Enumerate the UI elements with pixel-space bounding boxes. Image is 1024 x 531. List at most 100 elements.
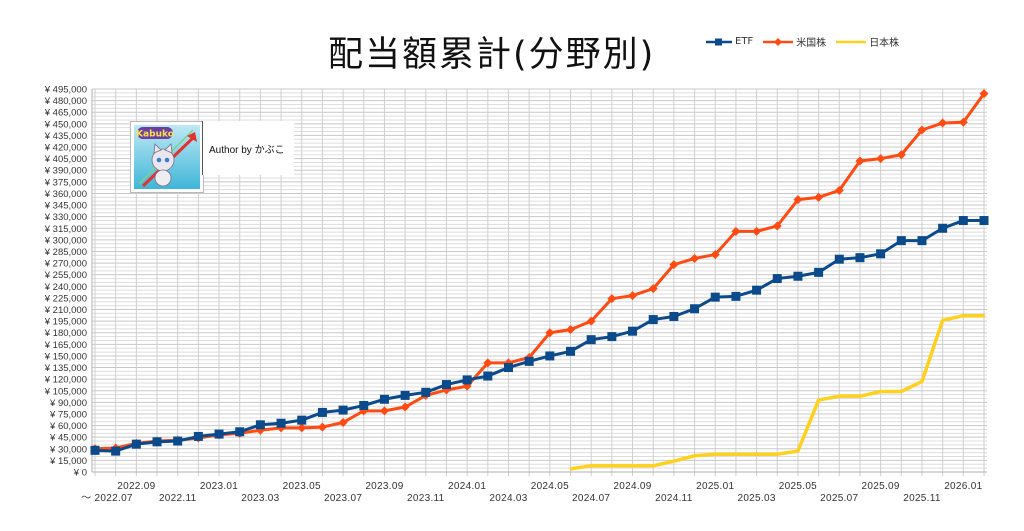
data-point-jp [776, 453, 779, 456]
data-point-us [979, 89, 989, 99]
data-point-jp [714, 453, 717, 456]
x-tick-label: 2023.09 [365, 481, 403, 492]
data-point-etf [896, 236, 906, 246]
data-point-etf [855, 253, 865, 263]
x-tick-label: 2024.01 [448, 481, 486, 492]
data-point-etf [235, 427, 245, 437]
data-point-etf [400, 390, 410, 400]
y-tick-label: ¥ 285,000 [44, 247, 87, 258]
y-tick-label: ¥ 240,000 [44, 282, 87, 293]
kabuko-cat-logo-icon: Kabuko [134, 125, 200, 189]
x-tick-label: 2024.11 [655, 493, 693, 504]
x-tick-label: 2022.09 [117, 481, 155, 492]
data-point-etf [545, 351, 555, 361]
y-tick-label: ¥ 15,000 [49, 456, 87, 467]
data-point-jp [941, 319, 944, 322]
data-point-etf [834, 254, 844, 264]
y-tick-label: ¥ 435,000 [44, 131, 87, 142]
y-tick-label: ¥ 255,000 [44, 270, 87, 281]
y-tick-label: ¥ 90,000 [49, 398, 87, 409]
legend: ETF 米国株 日本株 [706, 34, 909, 49]
data-point-us [566, 325, 576, 335]
data-point-jp [982, 314, 986, 317]
data-point-etf [772, 274, 782, 284]
x-tick-label: 2025.03 [737, 493, 775, 504]
data-point-us [772, 221, 782, 231]
data-point-etf [317, 407, 327, 417]
author-label: Author by かぶこ [202, 121, 294, 175]
data-point-etf [690, 304, 700, 314]
x-tick-label: 2024.03 [489, 493, 527, 504]
y-axis-tick-labels: ¥ 0¥ 15,000¥ 30,000¥ 45,000¥ 60,000¥ 75,… [44, 85, 87, 479]
data-point-etf [193, 431, 203, 441]
y-tick-label: ¥ 120,000 [44, 375, 87, 386]
data-point-us [814, 192, 824, 202]
x-tick-label: 2023.11 [407, 493, 445, 504]
data-point-us [938, 118, 948, 128]
data-point-us [793, 195, 803, 205]
data-point-etf [566, 346, 576, 356]
data-point-etf [441, 380, 451, 390]
chart-title: 配当額累計(分野別) [328, 35, 656, 75]
y-tick-label: ¥ 105,000 [44, 386, 87, 397]
y-tick-label: ¥ 150,000 [44, 351, 87, 362]
data-point-etf [979, 216, 989, 226]
legend-label-us: 米国株 [796, 38, 827, 49]
legend-jp-line-icon [836, 40, 867, 43]
data-point-jp [962, 314, 965, 317]
logo-text: Kabuko [136, 130, 174, 140]
x-tick-label: 2024.07 [572, 493, 610, 504]
data-point-us [545, 328, 555, 338]
data-point-jp [589, 464, 593, 468]
data-point-jp [734, 453, 738, 456]
x-tick-label: 2025.09 [862, 481, 900, 492]
y-tick-label: ¥ 195,000 [44, 317, 87, 328]
x-tick-label: 2022.11 [159, 493, 197, 504]
series-layer [90, 89, 989, 471]
data-point-jp [879, 390, 882, 393]
data-point-etf [338, 405, 348, 415]
y-tick-label: ¥ 30,000 [49, 444, 87, 455]
data-point-jp [631, 464, 634, 468]
data-point-etf [379, 394, 389, 404]
data-point-jp [817, 398, 820, 402]
y-tick-label: ¥ 420,000 [44, 143, 87, 154]
data-point-jp [610, 464, 614, 468]
y-tick-label: ¥ 180,000 [44, 328, 87, 339]
x-tick-label: 2023.01 [200, 481, 238, 492]
data-point-etf [297, 415, 307, 425]
data-point-etf [173, 436, 183, 446]
y-tick-label: ¥ 270,000 [44, 259, 87, 270]
y-tick-label: ¥ 480,000 [44, 96, 87, 107]
data-point-etf [152, 437, 162, 447]
data-point-etf [648, 315, 658, 325]
data-point-etf [938, 223, 948, 233]
data-point-us [607, 294, 617, 304]
data-point-jp [672, 459, 676, 463]
x-tick-label: 2025.05 [779, 481, 817, 492]
data-point-us [669, 260, 679, 270]
legend-label-etf: ETF [735, 36, 754, 47]
y-tick-label: ¥ 330,000 [44, 212, 87, 223]
data-point-jp [858, 394, 862, 398]
x-tick-label: 2023.07 [324, 493, 362, 504]
data-point-us [379, 406, 389, 416]
y-tick-label: ¥ 300,000 [44, 235, 87, 246]
data-point-us [752, 226, 762, 236]
legend-label-jp: 日本株 [869, 38, 900, 49]
y-tick-label: ¥ 0 [73, 468, 87, 479]
data-point-etf [255, 420, 265, 430]
y-tick-label: ¥ 465,000 [44, 108, 87, 119]
data-point-us [628, 291, 638, 301]
data-point-etf [876, 249, 886, 259]
data-point-etf [710, 292, 720, 302]
data-point-etf [958, 216, 968, 226]
x-tick-label: 2023.03 [241, 493, 279, 504]
y-tick-label: ¥ 315,000 [44, 224, 87, 235]
data-point-us [855, 156, 865, 166]
y-tick-label: ¥ 360,000 [44, 189, 87, 200]
data-point-etf [524, 356, 534, 366]
data-point-us [297, 423, 307, 433]
data-point-etf [752, 285, 762, 295]
data-point-etf [359, 400, 369, 410]
